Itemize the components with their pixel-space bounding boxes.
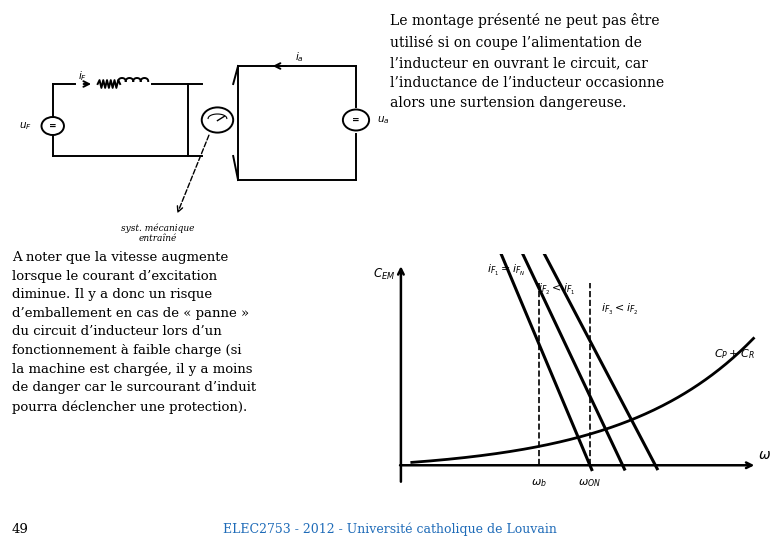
Text: syst. mécanique
entraîné: syst. mécanique entraîné	[121, 224, 194, 244]
Text: $\omega$: $\omega$	[758, 448, 771, 462]
Text: =: =	[353, 116, 360, 125]
Text: $i_{F_3}<i_{F_2}$: $i_{F_3}<i_{F_2}$	[601, 301, 639, 316]
Text: $i_{F_1}=i_{F_N}$: $i_{F_1}=i_{F_N}$	[487, 263, 526, 278]
Text: $\omega_b$: $\omega_b$	[531, 477, 547, 489]
Text: Le montage présenté ne peut pas être
utilisé si on coupe l’alimentation de
l’ind: Le montage présenté ne peut pas être uti…	[390, 14, 664, 110]
Text: 49: 49	[12, 523, 29, 536]
Text: $\omega_{ON}$: $\omega_{ON}$	[579, 477, 601, 489]
Text: $u_F$: $u_F$	[20, 120, 32, 132]
Text: ELEC2753 - 2012 - Université catholique de Louvain: ELEC2753 - 2012 - Université catholique …	[223, 522, 557, 536]
Text: $i_{F_2}<i_{F_1}$: $i_{F_2}<i_{F_1}$	[538, 282, 576, 298]
Text: =: =	[49, 122, 56, 131]
Text: $C_P+C_R$: $C_P+C_R$	[714, 347, 754, 361]
Text: $i_a$: $i_a$	[296, 51, 304, 64]
Text: A noter que la vitesse augmente
lorsque le courant d’excitation
diminue. Il y a : A noter que la vitesse augmente lorsque …	[12, 251, 256, 414]
Text: $u_a$: $u_a$	[377, 114, 389, 126]
Text: $C_{EM}$: $C_{EM}$	[373, 267, 395, 282]
Text: $i_F$: $i_F$	[78, 70, 87, 83]
